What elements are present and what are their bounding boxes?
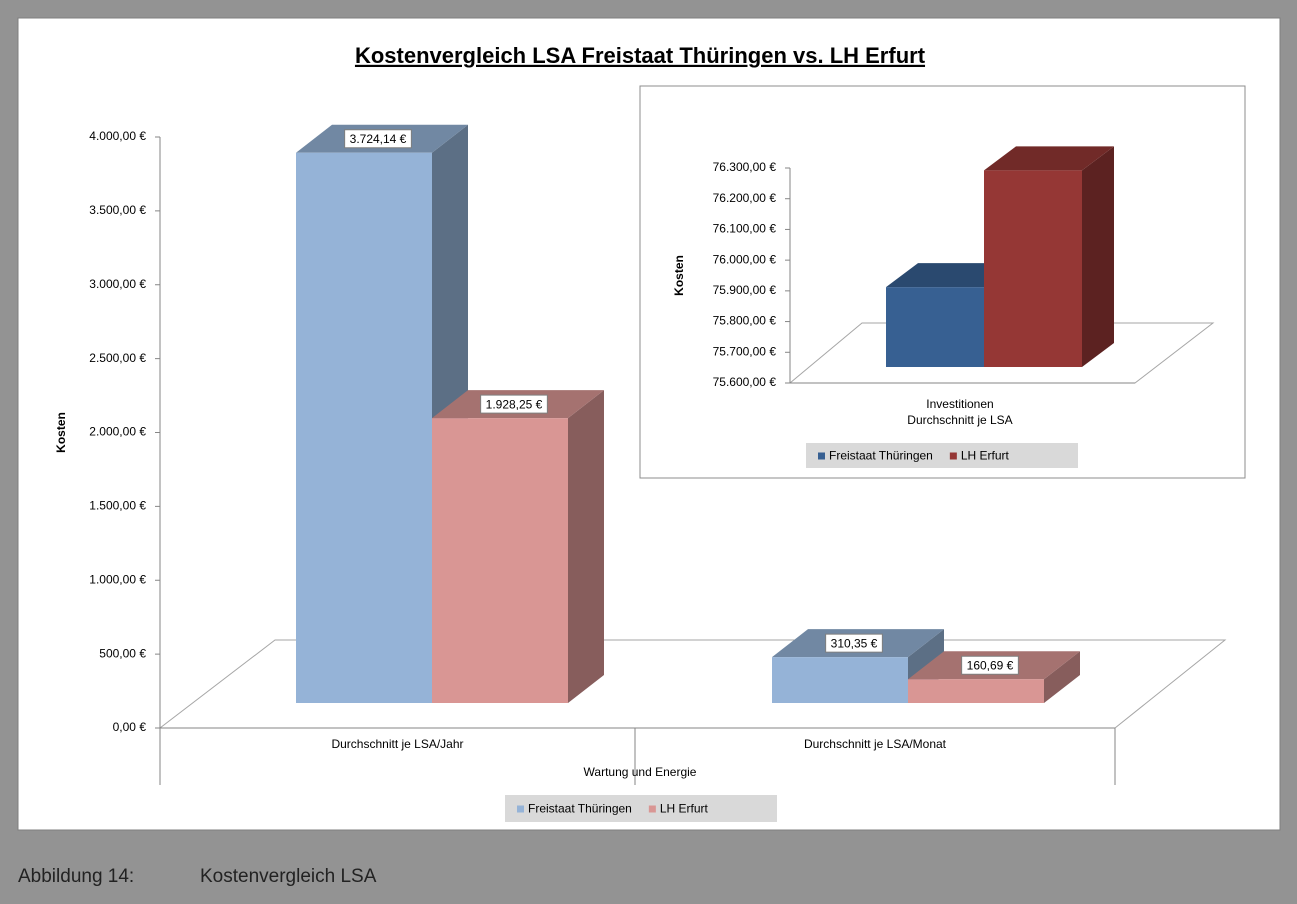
bar-front (886, 287, 984, 367)
bar-top (886, 263, 1016, 288)
y-axis-label: Kosten (54, 412, 68, 453)
data-label: 3.724,14 € (350, 132, 407, 146)
caption-label: Abbildung 14: (18, 866, 135, 887)
legend-swatch (648, 805, 656, 813)
data-label-box (825, 633, 883, 653)
y-tick-label: 76.100,00 € (713, 222, 777, 236)
bar (432, 390, 604, 703)
legend-label: LH Erfurt (660, 802, 709, 816)
legend-box (505, 795, 777, 822)
data-label: 160,69 € (967, 658, 1014, 672)
legend-swatch (818, 452, 825, 460)
y-tick-label: 1.500,00 € (89, 499, 146, 513)
bar-front (908, 679, 1044, 703)
y-tick-label: 75.600,00 € (713, 375, 777, 389)
bar-side (568, 390, 604, 703)
x-axis-label: Wartung und Energie (584, 765, 697, 779)
x-tick-label: Durchschnitt je LSA/Jahr (331, 737, 463, 751)
bar (984, 146, 1114, 367)
legend-label: Freistaat Thüringen (829, 449, 933, 463)
y-tick-label: 500,00 € (99, 646, 146, 660)
legend-swatch (517, 805, 524, 813)
y-tick-label: 0,00 € (113, 720, 147, 734)
y-tick-label: 75.800,00 € (713, 314, 777, 328)
legend-label: LH Erfurt (961, 449, 1010, 463)
data-label: 310,35 € (831, 636, 878, 650)
legend-label: Freistaat Thüringen (528, 802, 632, 816)
caption-text: Kostenvergleich LSA (200, 866, 377, 887)
legend-swatch (949, 452, 957, 460)
bar-front (432, 418, 568, 703)
bar-front (296, 152, 432, 704)
y-tick-label: 1.000,00 € (89, 572, 146, 586)
data-label-box (961, 655, 1019, 675)
y-tick-label: 76.000,00 € (713, 252, 777, 266)
y-tick-label: 75.700,00 € (713, 344, 777, 358)
chart-title: Kostenvergleich LSA Freistaat Thüringen … (355, 43, 926, 68)
x-tick-label: Durchschnitt je LSA/Monat (804, 737, 947, 751)
data-label-box (344, 129, 412, 149)
bar-front (984, 170, 1082, 367)
y-tick-label: 4.000,00 € (89, 129, 146, 143)
y-tick-label: 2.500,00 € (89, 351, 146, 365)
y-axis-label: Kosten (672, 255, 686, 296)
legend-box (806, 443, 1078, 468)
bar-side (1082, 146, 1114, 367)
bar-side (1044, 651, 1080, 703)
x-tick-label: Investitionen Durchschnitt je LSA (907, 397, 1013, 427)
y-tick-label: 76.300,00 € (713, 160, 777, 174)
y-tick-label: 76.200,00 € (713, 191, 777, 205)
y-tick-label: 2.000,00 € (89, 425, 146, 439)
data-label: 1.928,25 € (486, 397, 543, 411)
y-tick-label: 3.000,00 € (89, 277, 146, 291)
y-tick-label: 75.900,00 € (713, 283, 777, 297)
y-tick-label: 3.500,00 € (89, 203, 146, 217)
data-label-box (480, 394, 548, 414)
bar-top (984, 146, 1114, 171)
bar-front (772, 657, 908, 703)
